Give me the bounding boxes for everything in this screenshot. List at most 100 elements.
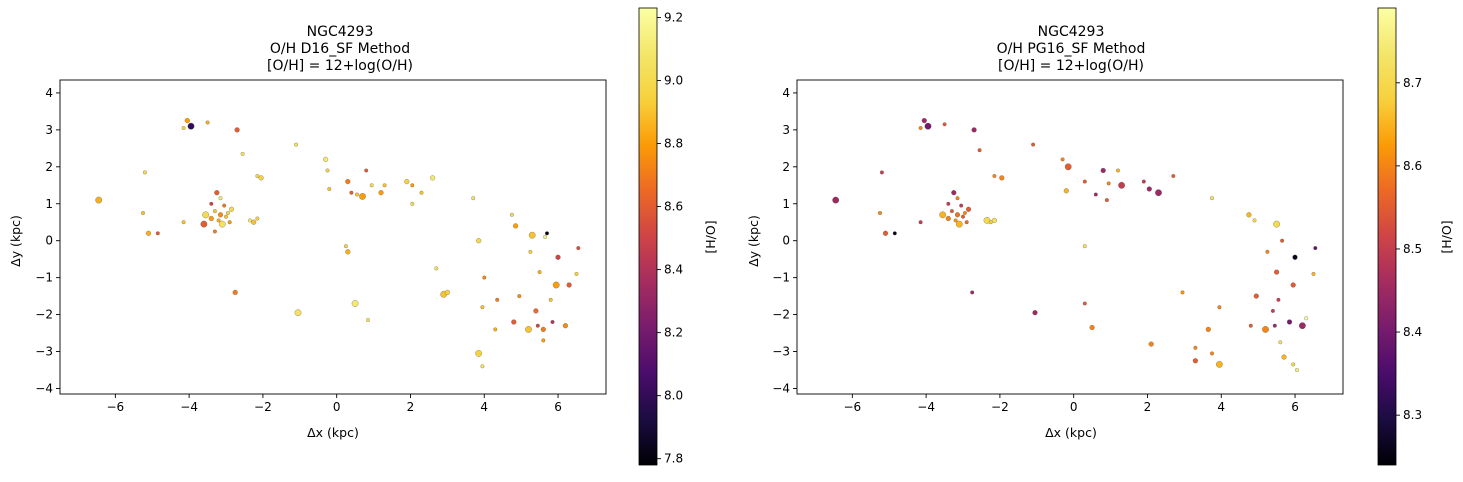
colorbar-tick-label: 8.4 (1403, 325, 1422, 339)
y-tick-label: 4 (45, 86, 53, 100)
colorbar-tick-label: 8.3 (1403, 408, 1422, 422)
data-point (255, 216, 260, 221)
data-point (212, 209, 217, 214)
data-point (145, 230, 152, 236)
data-point (1210, 196, 1214, 201)
y-tick-label: 1 (782, 197, 790, 211)
y-tick-label: −1 (772, 271, 790, 285)
data-point (965, 206, 972, 212)
data-point (227, 220, 232, 225)
data-point (222, 203, 227, 208)
data-point (1082, 244, 1087, 249)
data-point (525, 326, 532, 333)
data-point (228, 206, 235, 212)
data-point (294, 142, 299, 147)
x-tick-label: 0 (333, 400, 341, 414)
data-point (480, 305, 485, 310)
colorbar-tick-label: 8.6 (664, 200, 683, 214)
y-tick-label: −2 (772, 308, 790, 322)
data-point (1291, 362, 1296, 367)
data-point (495, 297, 500, 302)
data-point (224, 214, 228, 219)
data-point (216, 218, 221, 223)
data-point (548, 297, 553, 302)
data-point (212, 229, 217, 234)
data-point (988, 220, 993, 225)
data-point (343, 244, 348, 249)
data-point (946, 201, 951, 206)
data-point (181, 126, 186, 130)
y-tick-label: 0 (782, 234, 790, 248)
x-tick-label: −4 (180, 400, 198, 414)
data-point (214, 190, 220, 196)
data-point (959, 203, 964, 208)
y-tick-label: −4 (35, 381, 53, 395)
data-point (1116, 168, 1120, 173)
data-point (552, 281, 560, 289)
data-point (535, 323, 540, 328)
chart-title-line-1: NGC4293 (307, 24, 374, 40)
data-point (1193, 345, 1198, 350)
data-point (200, 220, 208, 228)
data-point (945, 215, 951, 222)
data-point (918, 220, 923, 225)
x-tick-label: 4 (480, 400, 488, 414)
data-point (1216, 361, 1223, 368)
data-point (953, 218, 958, 223)
x-tick-label: −4 (917, 400, 935, 414)
data-point (555, 254, 561, 260)
data-point (202, 211, 210, 219)
data-point (410, 201, 415, 206)
data-point (232, 289, 238, 295)
data-point (832, 196, 840, 204)
data-point (1118, 181, 1125, 189)
x-tick-label: 2 (1144, 400, 1152, 414)
chart-title-line-1: NGC4293 (1038, 24, 1105, 40)
chart-title-line-3: [O/H] = 12+log(O/H) (998, 58, 1144, 74)
data-point (1246, 212, 1252, 218)
data-point (1171, 174, 1176, 178)
data-point (205, 120, 210, 125)
data-point (475, 350, 483, 357)
y-axis-label: Δy (kpc) (746, 215, 761, 267)
data-point (1205, 326, 1211, 332)
data-point (366, 318, 370, 323)
data-point (482, 275, 487, 280)
data-point (1253, 293, 1259, 299)
data-point (1082, 179, 1087, 184)
data-point (533, 308, 539, 314)
data-point (378, 190, 384, 196)
data-point (434, 266, 439, 271)
data-point (528, 231, 536, 239)
x-tick-label: 0 (1070, 400, 1078, 414)
y-tick-label: −3 (772, 345, 790, 359)
data-point (248, 218, 252, 223)
data-point (566, 282, 572, 288)
data-point (480, 364, 485, 369)
data-point (924, 122, 932, 130)
colorbar-tick-label: 8.8 (664, 137, 683, 151)
data-point (1064, 163, 1072, 171)
x-axis-label: Δx (kpc) (307, 425, 359, 440)
data-point (550, 320, 555, 324)
colorbar-tick-label: 8.6 (1403, 159, 1422, 173)
x-tick-label: 6 (1291, 400, 1299, 414)
data-point (1304, 316, 1309, 321)
data-point (951, 190, 957, 196)
data-point (1290, 282, 1296, 288)
y-tick-label: 1 (45, 197, 53, 211)
data-point (364, 168, 369, 173)
y-tick-label: 3 (782, 123, 790, 137)
colorbar-tick-label: 8.2 (664, 326, 683, 340)
colorbar-label: [H/O] (1439, 220, 1454, 253)
data-point (1082, 301, 1087, 306)
data-point (1273, 220, 1280, 228)
data-point (419, 190, 424, 195)
colorbar-gradient (638, 7, 658, 466)
data-point (1148, 341, 1154, 347)
colorbar: 8.3 8.4 8.5 8.6 8.7 (1377, 7, 1422, 466)
plot-area: −6 −4 −2 0 2 4 6 −4 −3 −2 −1 0 1 2 3 4 (772, 79, 1344, 414)
data-point (95, 196, 103, 204)
x-tick-label: 6 (554, 400, 562, 414)
